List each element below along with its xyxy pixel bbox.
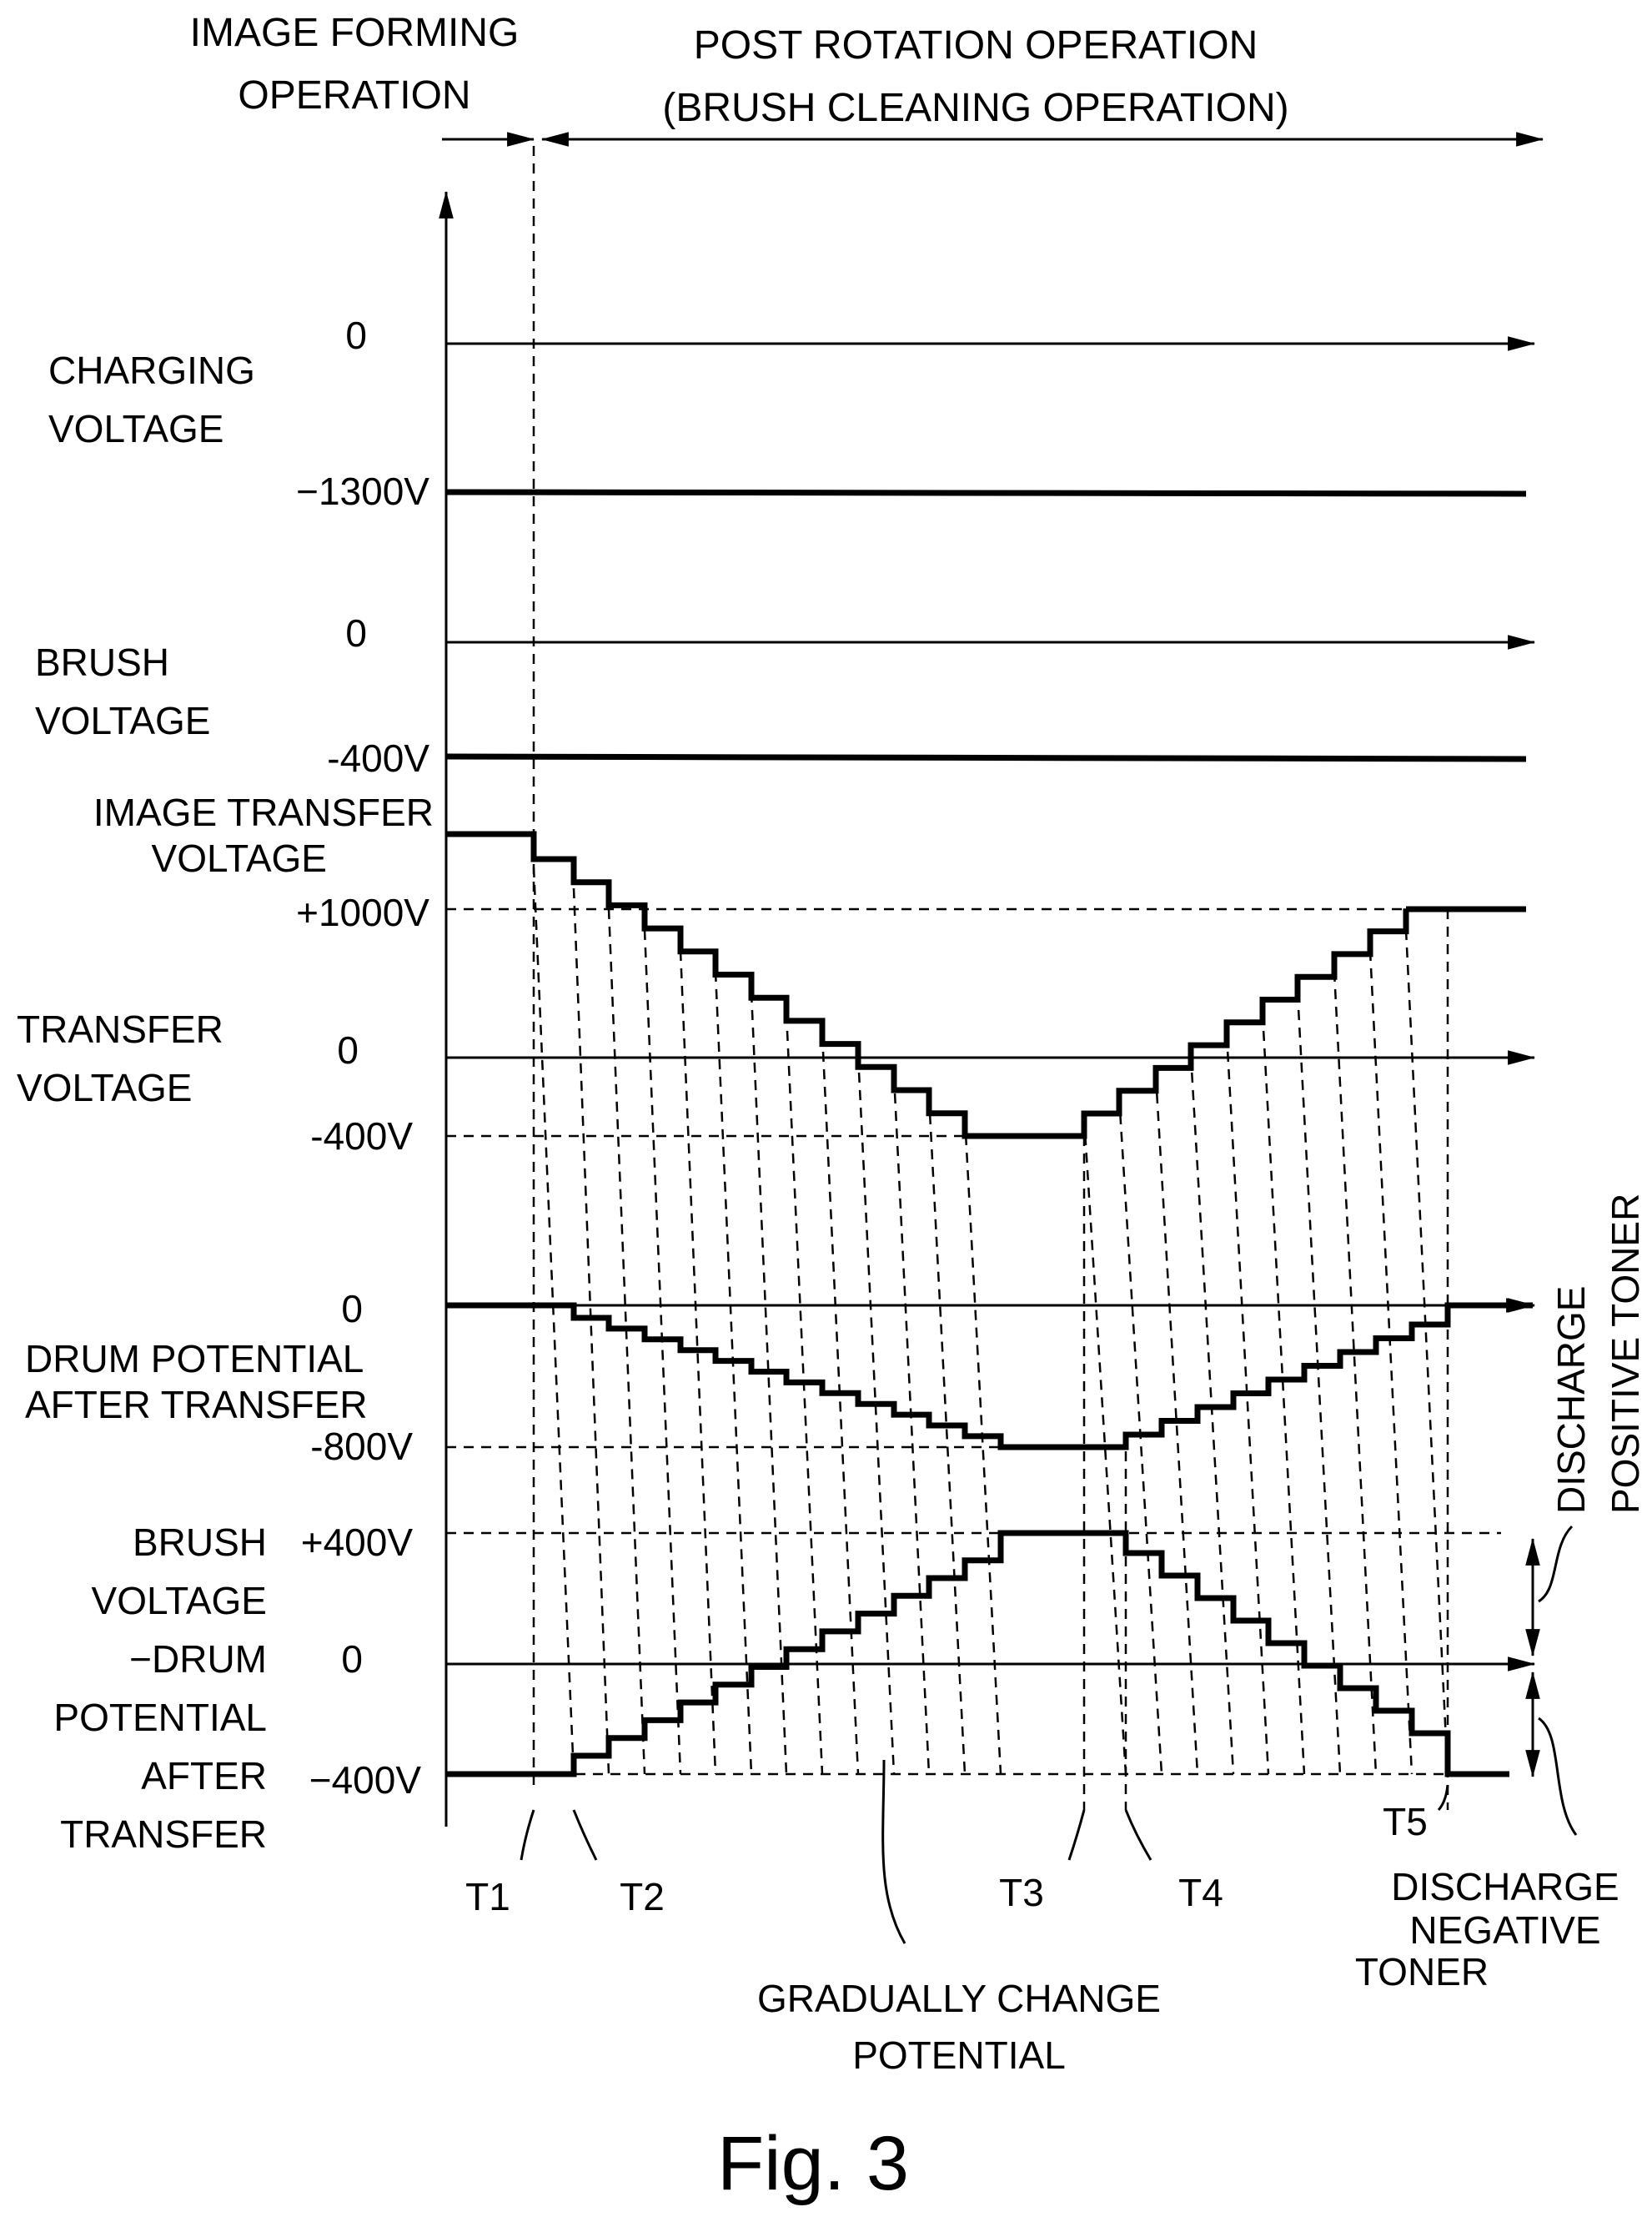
charging-zero-tick: 0: [345, 314, 367, 357]
time-tick-3: [1067, 1809, 1086, 1861]
gradual-line1: GRADUALLY CHANGE: [757, 1977, 1161, 2020]
discharge-positive-line1: DISCHARGE: [1549, 1286, 1593, 1514]
diff-bottom-tick: −400V: [309, 1758, 422, 1802]
brush-level-tick: -400V: [327, 736, 429, 780]
diff-label-4: POTENTIAL: [53, 1696, 267, 1739]
connector-down-10: [892, 1075, 931, 1775]
connector-up-1: [1117, 1096, 1163, 1775]
phase-image-forming-line2: OPERATION: [238, 73, 470, 118]
positive-toner-leader: [1538, 1525, 1574, 1603]
connector-up-0: [1082, 1117, 1127, 1775]
time-tick-1: [520, 1809, 535, 1861]
charging-label-1: CHARGING: [48, 349, 255, 392]
transfer-level-tick: -400V: [310, 1114, 413, 1158]
connector-down-4: [679, 950, 717, 1775]
image-transfer-label-2: VOLTAGE: [152, 837, 327, 880]
connector-down-5: [714, 971, 753, 1775]
discharge-negative-line2: NEGATIVE: [1409, 1908, 1600, 1952]
row-brush-minus-drum: BRUSH VOLTAGE −DRUM POTENTIAL AFTER TRAN…: [53, 1521, 1536, 1856]
charging-waveform: [445, 489, 1527, 497]
connector-down-8: [821, 1033, 860, 1775]
connector-down-7: [785, 1013, 824, 1775]
transfer-label-2: VOLTAGE: [17, 1066, 192, 1109]
connector-down-0: [532, 867, 575, 1775]
time-label-t3: T3: [999, 1871, 1044, 1914]
phase-post-rotation-line2: (BRUSH CLEANING OPERATION): [662, 86, 1288, 130]
drum-level-tick: -800V: [310, 1425, 413, 1468]
time-tick-4: [1124, 1809, 1152, 1861]
transfer-waveform: [446, 831, 1526, 1139]
brush-label-1: BRUSH: [35, 641, 169, 684]
connector-up-4: [1225, 1033, 1270, 1775]
diff-label-2: VOLTAGE: [92, 1579, 267, 1622]
connector-up-6: [1296, 992, 1342, 1775]
charging-level-tick: −1300V: [296, 470, 429, 513]
time-markers: T1 T2 T3 T4 T5: [465, 1784, 1449, 1918]
row-image-transfer-voltage: IMAGE TRANSFER VOLTAGE +1000V: [93, 791, 434, 934]
brush-label-2: VOLTAGE: [35, 699, 210, 742]
drum-label-2: AFTER TRANSFER: [25, 1383, 368, 1426]
connector-down-2: [607, 908, 646, 1775]
drum-zero-tick: 0: [341, 1287, 363, 1330]
step-connectors: [532, 146, 1449, 1810]
charging-label-2: VOLTAGE: [48, 407, 223, 450]
row-drum-potential: 0 DRUM POTENTIAL AFTER TRANSFER -800V: [25, 1287, 1536, 1468]
row-transfer-voltage: TRANSFER VOLTAGE 0 -400V: [17, 831, 1536, 1158]
diff-label-1: BRUSH: [133, 1521, 267, 1564]
connector-down-9: [856, 1054, 896, 1775]
phase-post-rotation: POST ROTATION OPERATION (BRUSH CLEANING …: [662, 23, 1288, 130]
discharge-negative-line1: DISCHARGE: [1391, 1865, 1619, 1908]
phase-image-forming-line1: IMAGE FORMING: [190, 11, 520, 55]
diff-zero-tick: 0: [341, 1637, 363, 1681]
connector-up-9: [1404, 929, 1449, 1775]
discharge-positive-annotation: DISCHARGE POSITIVE TONER: [1525, 1194, 1647, 1657]
transfer-zero-tick: 0: [337, 1028, 359, 1072]
gradual-line2: POTENTIAL: [852, 2033, 1066, 2077]
connector-down-3: [643, 929, 682, 1775]
connector-down-1: [572, 887, 610, 1775]
gradual-leader: [881, 1759, 906, 1944]
image-transfer-level-tick: +1000V: [296, 891, 429, 934]
time-label-t5: T5: [1383, 1800, 1428, 1843]
diff-label-5: AFTER: [141, 1754, 267, 1797]
connector-up-8: [1368, 950, 1413, 1775]
time-tick-2: [572, 1809, 598, 1861]
drum-label-1: DRUM POTENTIAL: [25, 1337, 364, 1380]
discharge-negative-line3: TONER: [1355, 1950, 1489, 1993]
row-brush-voltage: BRUSH VOLTAGE 0 -400V: [35, 611, 1536, 780]
transfer-label-1: TRANSFER: [17, 1008, 223, 1051]
connector-up-5: [1261, 1013, 1306, 1775]
phase-image-forming: IMAGE FORMING OPERATION: [190, 11, 520, 118]
diff-waveform: [446, 1530, 1509, 1777]
time-label-t1: T1: [465, 1875, 510, 1918]
connector-up-2: [1154, 1075, 1199, 1775]
drum-waveform: [446, 1302, 1493, 1450]
time-tick-5: [1437, 1784, 1449, 1812]
gradual-change-annotation: GRADUALLY CHANGE POTENTIAL: [757, 1759, 1161, 2077]
connector-down-6: [750, 992, 788, 1775]
time-label-t2: T2: [620, 1875, 665, 1918]
brush-waveform: [445, 753, 1527, 762]
connector-up-7: [1333, 971, 1378, 1775]
negative-toner-leader: [1538, 1717, 1578, 1836]
diff-label-6: TRANSFER: [60, 1812, 267, 1856]
connector-up-3: [1189, 1054, 1235, 1775]
image-transfer-label-1: IMAGE TRANSFER: [93, 791, 434, 834]
time-label-t4: T4: [1178, 1871, 1223, 1914]
figure-caption: Fig. 3: [717, 2121, 909, 2206]
row-charging-voltage: CHARGING VOLTAGE 0 −1300V: [48, 314, 1536, 513]
brush-zero-tick: 0: [345, 611, 367, 655]
phase-post-rotation-line1: POST ROTATION OPERATION: [694, 23, 1258, 68]
diff-top-tick: +400V: [301, 1521, 414, 1564]
diff-label-3: −DRUM: [129, 1637, 267, 1681]
connector-down-12: [963, 1117, 1002, 1775]
discharge-negative-annotation: DISCHARGE NEGATIVE TONER: [1355, 1671, 1619, 1993]
discharge-positive-line2: POSITIVE TONER: [1604, 1194, 1647, 1514]
connector-down-11: [927, 1096, 967, 1775]
